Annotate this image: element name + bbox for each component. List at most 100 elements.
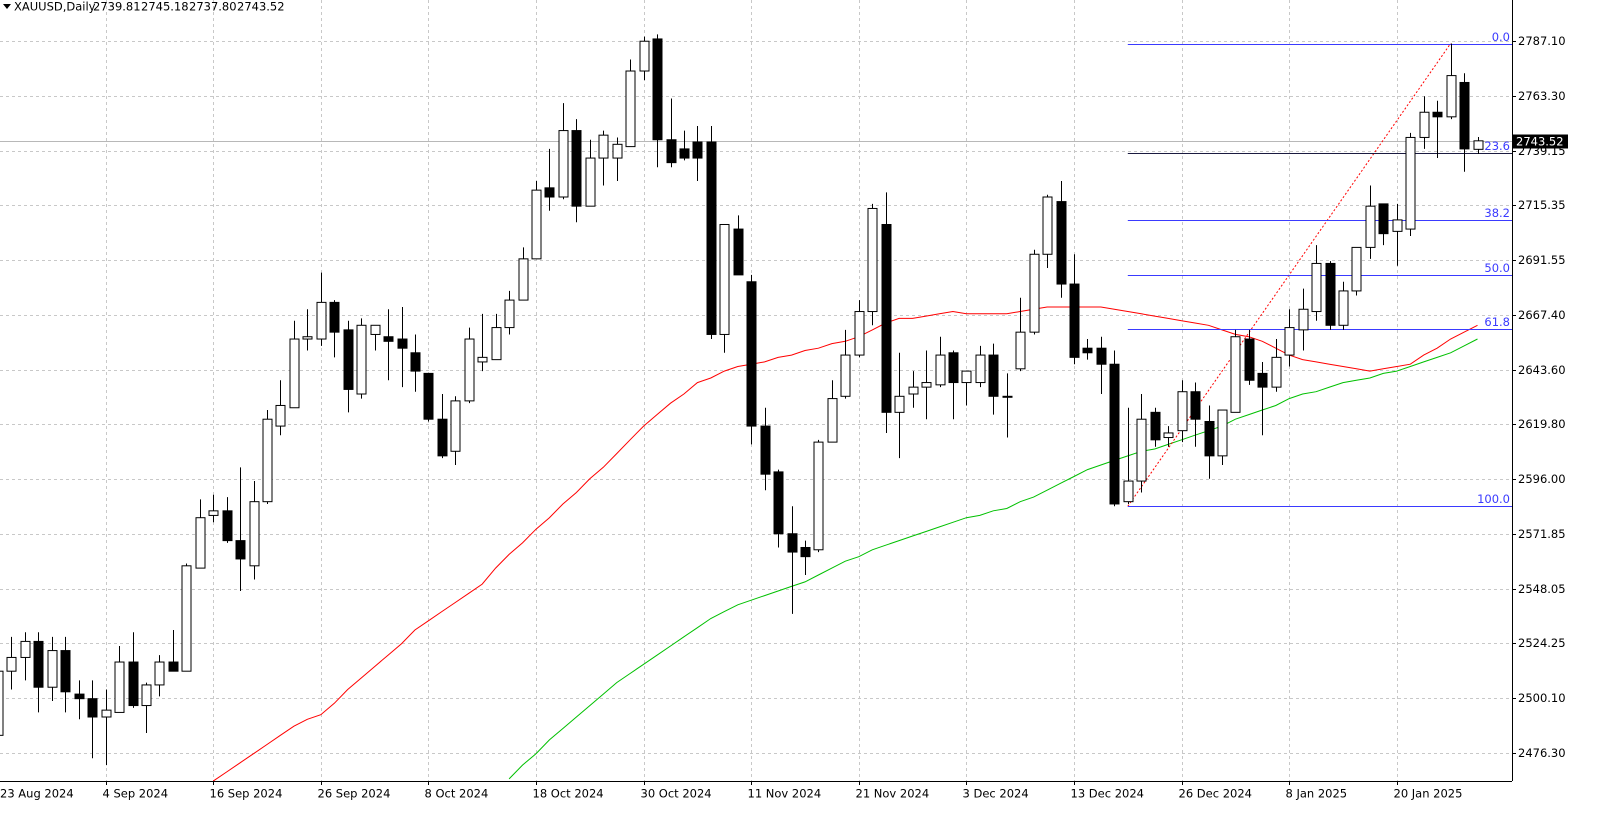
y-tick-label: 2643.60 bbox=[1518, 363, 1566, 377]
candle-body bbox=[397, 338, 408, 349]
candle-body bbox=[1029, 253, 1040, 333]
candle-body bbox=[128, 661, 139, 707]
candle-body bbox=[558, 130, 569, 198]
candle-body bbox=[6, 656, 17, 672]
candle-body bbox=[1136, 418, 1147, 482]
candle-body bbox=[1378, 203, 1389, 235]
candle-body bbox=[544, 187, 555, 198]
candle-body bbox=[1244, 338, 1255, 381]
candle-body bbox=[1190, 391, 1201, 420]
candle-body bbox=[1392, 219, 1403, 232]
y-tick-label: 2571.85 bbox=[1518, 527, 1566, 541]
candle-body bbox=[719, 223, 730, 335]
y-tick-label: 2476.30 bbox=[1518, 746, 1566, 760]
candle-body bbox=[1082, 347, 1093, 354]
candle-body bbox=[1217, 409, 1228, 457]
candle-body bbox=[491, 327, 502, 361]
y-tick-label: 2715.35 bbox=[1518, 198, 1566, 212]
candle-body bbox=[356, 324, 367, 395]
candle-body bbox=[1351, 246, 1362, 292]
candle-body bbox=[1432, 111, 1443, 118]
candle-body bbox=[249, 501, 260, 567]
y-tick-label: 2596.00 bbox=[1518, 472, 1566, 486]
y-tick-label: 2524.25 bbox=[1518, 636, 1566, 650]
fib-label: 100.0 bbox=[1477, 492, 1510, 506]
candle-body bbox=[87, 698, 98, 718]
candle-body bbox=[639, 40, 650, 72]
menu-triangle bbox=[3, 4, 11, 9]
candle-body bbox=[1311, 262, 1322, 313]
candle-body bbox=[235, 540, 246, 560]
price-tag bbox=[1513, 134, 1568, 149]
candle-body bbox=[47, 650, 58, 688]
candle-body bbox=[800, 546, 811, 558]
x-tick-label: 26 Sep 2024 bbox=[318, 787, 391, 801]
candle-body bbox=[0, 670, 4, 736]
candle-body bbox=[60, 650, 71, 693]
candle-body bbox=[1230, 336, 1241, 413]
candle-body bbox=[948, 352, 959, 384]
candle-body bbox=[262, 418, 273, 503]
candle-body bbox=[1473, 140, 1484, 150]
candle-body bbox=[329, 301, 340, 333]
candle-body bbox=[383, 336, 394, 342]
candle-body bbox=[1109, 363, 1120, 505]
y-tick-label: 2763.30 bbox=[1518, 89, 1566, 103]
candle-body bbox=[33, 640, 44, 688]
candle-body bbox=[208, 510, 219, 516]
candle-body bbox=[1446, 75, 1457, 118]
candle-body bbox=[437, 418, 448, 457]
candle-body bbox=[1204, 420, 1215, 457]
ohlc-high: 2745.18 bbox=[141, 0, 189, 14]
candle-body bbox=[504, 299, 515, 329]
y-tick-label: 2667.40 bbox=[1518, 308, 1566, 322]
x-tick-label: 18 Oct 2024 bbox=[533, 787, 604, 801]
x-tick-label: 8 Oct 2024 bbox=[425, 787, 489, 801]
candle-body bbox=[1042, 196, 1053, 255]
moving-average bbox=[508, 338, 1478, 780]
fib-label: 61.8 bbox=[1484, 315, 1510, 329]
candle-body bbox=[168, 661, 179, 672]
x-tick-label: 21 Nov 2024 bbox=[856, 787, 930, 801]
candle-body bbox=[1298, 308, 1309, 331]
fib-label: 50.0 bbox=[1484, 261, 1510, 275]
candle-body bbox=[921, 382, 932, 388]
candle-body bbox=[1177, 391, 1188, 432]
x-tick-label: 26 Dec 2024 bbox=[1179, 787, 1252, 801]
candle-body bbox=[1056, 201, 1067, 285]
header: XAUUSD,Daily 2739.81 2745.18 2737.80 274… bbox=[3, 0, 285, 14]
candle-body bbox=[289, 338, 300, 409]
candle-body bbox=[733, 228, 744, 276]
candle-body bbox=[746, 281, 757, 427]
candle-body bbox=[679, 148, 690, 159]
candle-body bbox=[1015, 331, 1026, 370]
symbol: XAUUSD,Daily bbox=[14, 0, 96, 14]
x-tick-label: 16 Sep 2024 bbox=[210, 787, 283, 801]
x-tick-label: 13 Dec 2024 bbox=[1071, 787, 1144, 801]
candle-body bbox=[450, 400, 461, 452]
candle-body bbox=[706, 141, 717, 335]
x-tick-label: 23 Aug 2024 bbox=[0, 787, 74, 801]
plot-area bbox=[0, 34, 1512, 781]
candle-body bbox=[867, 207, 878, 313]
candle-body bbox=[827, 398, 838, 443]
candle-body bbox=[1338, 290, 1349, 326]
x-tick-label: 30 Oct 2024 bbox=[641, 787, 712, 801]
y-tick-label: 2500.10 bbox=[1518, 691, 1566, 705]
x-tick-label: 20 Jan 2025 bbox=[1394, 787, 1463, 801]
candle-body bbox=[585, 157, 596, 207]
candle-body bbox=[370, 324, 381, 335]
candle-body bbox=[571, 130, 582, 207]
candle-body bbox=[316, 301, 327, 340]
candle-body bbox=[881, 223, 892, 413]
candle-body bbox=[894, 395, 905, 413]
ohlc-close: 2743.52 bbox=[237, 0, 285, 14]
fib-label: 0.0 bbox=[1492, 30, 1510, 44]
candle-body bbox=[20, 640, 31, 658]
candle-body bbox=[935, 354, 946, 386]
candle-body bbox=[74, 693, 85, 700]
candle-body bbox=[275, 404, 286, 427]
x-tick-label: 11 Nov 2024 bbox=[748, 787, 822, 801]
